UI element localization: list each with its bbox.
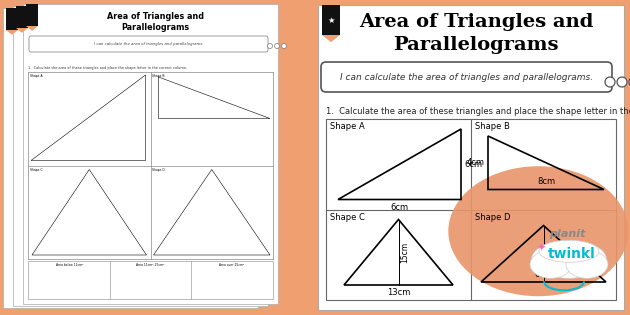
FancyBboxPatch shape	[23, 4, 278, 304]
Ellipse shape	[539, 240, 599, 262]
Ellipse shape	[530, 250, 572, 278]
Text: 1.  Calculate the area of these triangles and place the shape letter in the corr: 1. Calculate the area of these triangles…	[28, 66, 187, 70]
Ellipse shape	[566, 250, 608, 278]
Bar	[326, 119, 616, 300]
Circle shape	[275, 43, 280, 49]
Circle shape	[629, 77, 630, 87]
Text: Area 11cm²-25cm²: Area 11cm²-25cm²	[136, 263, 164, 267]
Bar	[322, 5, 340, 35]
Polygon shape	[322, 35, 340, 42]
Text: I can calculate the area of triangles and parallelograms.: I can calculate the area of triangles an…	[340, 72, 593, 82]
FancyBboxPatch shape	[13, 6, 268, 306]
Text: 4cm: 4cm	[546, 246, 554, 262]
Bar	[6, 8, 18, 30]
Circle shape	[268, 43, 273, 49]
Bar	[16, 6, 28, 28]
Bar	[26, 4, 38, 26]
Text: 4cm: 4cm	[467, 158, 485, 167]
Text: Shape C: Shape C	[30, 168, 42, 171]
Text: 15cm: 15cm	[401, 242, 410, 263]
Polygon shape	[6, 30, 18, 35]
Text: planit: planit	[549, 229, 585, 239]
Text: 1.  Calculate the area of these triangles and place the shape letter in the corr: 1. Calculate the area of these triangles…	[326, 107, 630, 116]
Bar	[28, 261, 273, 299]
Polygon shape	[26, 26, 38, 31]
Text: Shape B: Shape B	[152, 74, 165, 78]
Text: ★: ★	[327, 15, 335, 25]
Text: 6cm: 6cm	[534, 270, 553, 279]
Text: ✦: ✦	[536, 243, 546, 253]
FancyBboxPatch shape	[321, 62, 612, 92]
Text: 8cm: 8cm	[537, 177, 555, 186]
Text: 6cm: 6cm	[391, 203, 409, 211]
Circle shape	[617, 77, 627, 87]
Text: 13cm: 13cm	[387, 288, 410, 297]
FancyBboxPatch shape	[318, 5, 624, 310]
FancyBboxPatch shape	[3, 8, 258, 308]
FancyBboxPatch shape	[29, 36, 268, 52]
Text: Shape A: Shape A	[30, 74, 42, 78]
Circle shape	[282, 43, 287, 49]
Ellipse shape	[532, 240, 607, 278]
Text: I can calculate the area of triangles and parallelograms.: I can calculate the area of triangles an…	[94, 42, 203, 46]
Text: Area of Triangles and
Parallelograms: Area of Triangles and Parallelograms	[107, 12, 204, 32]
Text: Shape D: Shape D	[475, 213, 510, 221]
Text: twinkl: twinkl	[548, 247, 596, 261]
Text: Area over 25cm²: Area over 25cm²	[219, 263, 244, 267]
Text: Shape C: Shape C	[330, 213, 365, 221]
Text: Shape A: Shape A	[330, 122, 365, 131]
Text: Shape D: Shape D	[152, 168, 165, 171]
Ellipse shape	[449, 166, 628, 296]
Text: Area of Triangles and
Parallelograms: Area of Triangles and Parallelograms	[359, 13, 593, 54]
Polygon shape	[16, 28, 28, 33]
Text: 6cm: 6cm	[464, 160, 482, 169]
Circle shape	[605, 77, 615, 87]
Text: Shape B: Shape B	[475, 122, 510, 131]
Text: Area below 11cm²: Area below 11cm²	[56, 263, 83, 267]
